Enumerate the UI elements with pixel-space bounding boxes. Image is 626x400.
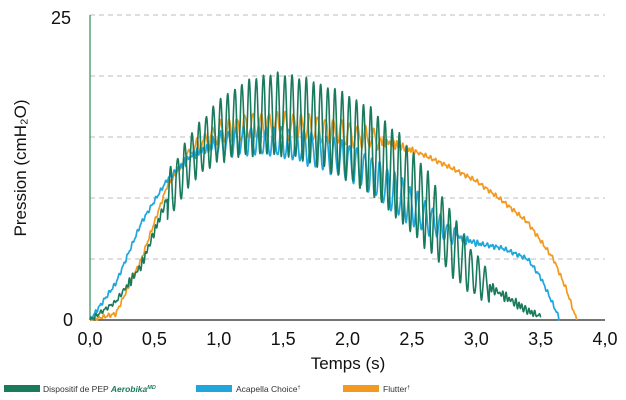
legend-label-aerobika: Dispositif de PEP AerobikaMD bbox=[43, 384, 156, 394]
legend-swatch-acapella bbox=[196, 385, 232, 392]
legend-swatch-flutter bbox=[343, 385, 379, 392]
x-tick-label: 1,5 bbox=[271, 329, 296, 349]
y-tick-label: 25 bbox=[51, 8, 71, 28]
x-tick-label: 3,5 bbox=[528, 329, 553, 349]
x-tick-labels: 0,0 0,5 1,0 1,5 2,0 2,5 3,0 3,5 4,0 bbox=[77, 329, 617, 349]
x-tick-label: 0,0 bbox=[77, 329, 102, 349]
legend: Dispositif de PEP AerobikaMD Acapella Ch… bbox=[4, 384, 410, 394]
legend-swatch-aerobika bbox=[4, 385, 40, 392]
x-tick-label: 1,0 bbox=[206, 329, 231, 349]
x-tick-label: 2,5 bbox=[399, 329, 424, 349]
legend-label-acapella: Acapella Choice† bbox=[236, 384, 301, 394]
y-tick-label: 0 bbox=[63, 310, 73, 330]
x-tick-label: 2,0 bbox=[335, 329, 360, 349]
x-tick-label: 4,0 bbox=[592, 329, 617, 349]
y-axis-title: Pression (cmH₂O) bbox=[11, 100, 30, 237]
x-axis-title: Temps (s) bbox=[311, 354, 386, 373]
legend-label-flutter: Flutter† bbox=[383, 384, 410, 394]
series-layer bbox=[89, 71, 578, 321]
x-tick-label: 3,0 bbox=[464, 329, 489, 349]
x-tick-label: 0,5 bbox=[142, 329, 167, 349]
series-aerobika bbox=[89, 71, 542, 321]
